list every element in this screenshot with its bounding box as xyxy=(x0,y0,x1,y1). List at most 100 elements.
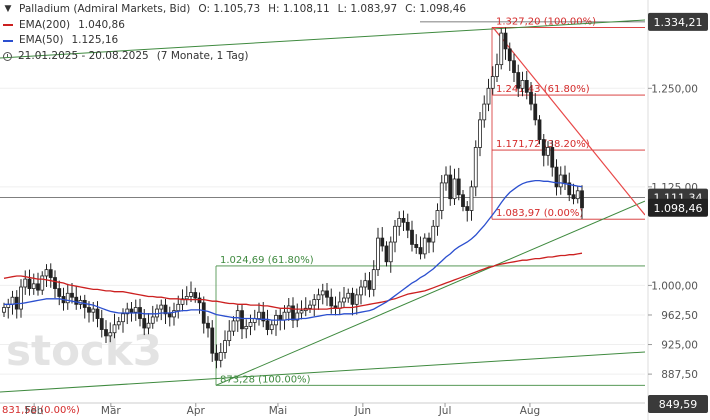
x-tick-label: Mai xyxy=(269,405,287,417)
close-value: C: 1.098,46 xyxy=(405,3,467,15)
x-tick-label: Aug xyxy=(520,405,541,417)
candle-body xyxy=(533,103,538,121)
x-tick-label: Mär xyxy=(101,405,121,417)
candle-body xyxy=(176,303,181,312)
candle-body xyxy=(431,225,436,243)
candle-body xyxy=(146,322,151,329)
price-label-box xyxy=(648,395,708,413)
candle-body xyxy=(435,210,440,227)
candle-body xyxy=(414,244,419,248)
ema50-label: EMA(50) xyxy=(19,34,64,46)
candle-body xyxy=(125,308,130,315)
high-value: H: 1.108,11 xyxy=(268,3,330,15)
legend-ema200-row: EMA(200) 1.040,86 xyxy=(2,18,466,34)
candle-body xyxy=(23,278,28,288)
candle-body xyxy=(19,286,23,310)
instrument-name: Palladium (Admiral Markets, Bid) xyxy=(19,3,191,15)
candle-body xyxy=(223,340,227,353)
candle-body xyxy=(31,283,36,289)
candle-body xyxy=(214,352,219,361)
ema200-swatch xyxy=(3,24,13,27)
price-label-text: 1.334,21 xyxy=(654,16,703,29)
x-tick-label: Jun xyxy=(354,405,371,417)
candle-body xyxy=(427,237,431,243)
candle-body xyxy=(265,320,270,330)
candle-body xyxy=(316,294,321,301)
candle-body xyxy=(248,322,253,327)
candle-body xyxy=(371,269,376,290)
candle-body xyxy=(325,290,329,298)
candle-body xyxy=(363,280,368,288)
candle-body xyxy=(36,283,40,291)
candle-body xyxy=(257,311,261,319)
ema200-label: EMA(200) xyxy=(19,18,71,31)
candle-body xyxy=(172,310,176,318)
candle-body xyxy=(456,178,461,196)
candle-body xyxy=(575,190,580,200)
fib-cut-label: 831,58 (0.00%) xyxy=(2,405,80,416)
candle-body xyxy=(48,269,53,278)
candle-body xyxy=(537,119,542,140)
price-label-text: 849,59 xyxy=(659,398,698,411)
candle-body xyxy=(499,32,504,66)
date-range-detail: (7 Monate, 1 Tag) xyxy=(156,49,249,62)
candle-body xyxy=(359,286,363,296)
candle-body xyxy=(95,308,100,319)
candle-body xyxy=(104,329,108,337)
plot-area: 1.327,20 (100.00%)1.241,43 (61.80%)1.171… xyxy=(0,16,645,416)
candle-body xyxy=(189,292,193,297)
fib-level-label: 873,28 (100.00%) xyxy=(220,374,311,385)
candle-body xyxy=(70,292,74,298)
legend-ema50-row: EMA(50) 1.125,16 xyxy=(2,33,466,49)
watermark: stock3 xyxy=(6,326,162,375)
x-axis: Feb Mär Apr Mai Jun Jul Aug xyxy=(0,402,645,417)
candle-body xyxy=(2,307,6,313)
candle-body xyxy=(384,245,389,263)
candle-body xyxy=(10,296,15,305)
candle-body xyxy=(410,229,414,245)
candle-body xyxy=(486,87,491,105)
candle-body xyxy=(308,304,312,309)
lower-channel-line xyxy=(0,351,645,393)
candle-body xyxy=(550,147,555,168)
candle-body xyxy=(461,194,465,207)
candle-body xyxy=(490,76,495,89)
candle-body xyxy=(418,247,423,255)
candle-body xyxy=(405,221,410,231)
chart-legend: ▼ Palladium (Admiral Markets, Bid) O: 1.… xyxy=(2,2,466,64)
candle-body xyxy=(516,72,521,89)
candle-body xyxy=(159,304,164,310)
candle-body xyxy=(388,241,393,263)
candle-body xyxy=(244,326,249,330)
chevron-down-icon[interactable]: ▼ xyxy=(4,4,12,14)
candle-body xyxy=(163,304,168,315)
y-tick-label: 962,50 xyxy=(661,310,698,322)
ema200-value: 1.040,86 xyxy=(78,18,125,31)
ema50-swatch xyxy=(3,39,13,42)
fib-level-label: 1.327,20 (100.00%) xyxy=(496,16,596,27)
candle-body xyxy=(129,308,134,313)
candle-body xyxy=(546,147,550,156)
candle-body xyxy=(142,318,147,329)
candle-body xyxy=(206,322,210,329)
x-tick-label: Feb xyxy=(25,405,44,417)
y-tick-label: 925,00 xyxy=(661,340,698,352)
candle-body xyxy=(87,307,91,313)
candle-body xyxy=(261,311,266,322)
candle-body xyxy=(116,321,121,326)
candle-body xyxy=(473,147,478,188)
candle-body xyxy=(367,280,372,290)
candle-body xyxy=(184,296,189,300)
candle-body xyxy=(299,310,304,314)
price-label-text: 1.098,46 xyxy=(654,202,703,215)
candle-body xyxy=(448,174,453,200)
candle-body xyxy=(397,217,402,227)
candle-body xyxy=(376,237,380,271)
candle-body xyxy=(227,330,232,342)
y-tick-label: 1.000,00 xyxy=(651,280,698,292)
candle-body xyxy=(44,269,49,277)
upper-channel-line xyxy=(0,19,645,59)
candle-body xyxy=(278,314,283,321)
candle-body xyxy=(99,318,104,330)
